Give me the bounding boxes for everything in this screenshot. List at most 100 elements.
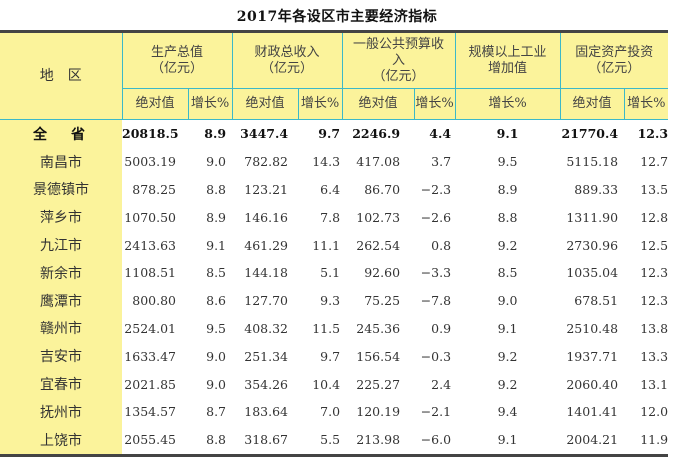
cell-fai-value: 2060.40 — [566, 376, 619, 392]
cell-industrial-growth: 9.1 — [497, 320, 518, 336]
subheader-gdp-value: 绝对值 — [121, 88, 189, 120]
cell-fiscal-growth: 11.5 — [312, 320, 341, 336]
cell-fiscal-value: 127.70 — [244, 293, 289, 309]
cell-gdp-value: 1070.50 — [124, 209, 176, 225]
header-budget-line1: 一般公共预算收 — [353, 36, 445, 52]
subheader-budget-growth: 增长% — [413, 88, 456, 120]
header-fiscal-line1: 财政总收入 — [254, 44, 320, 60]
subheader-fiscal-value: 绝对值 — [231, 88, 299, 120]
cell-fai-growth: 11.9 — [640, 432, 669, 448]
cell-fiscal-value: 183.64 — [244, 404, 289, 420]
table-row: 全省 20818.5 8.9 3447.4 9.7 2246.9 4.4 9.1… — [0, 119, 668, 148]
cell-gdp-value: 2021.85 — [124, 376, 176, 392]
cell-industrial-growth: 9.0 — [497, 293, 518, 309]
cell-gdp-value: 2413.63 — [124, 237, 176, 253]
header-region: 地 区 — [0, 33, 123, 120]
cell-fai-growth: 12.7 — [640, 154, 669, 170]
cell-gdp-growth: 9.5 — [206, 320, 227, 336]
table-row: 新余市 1108.51 8.5 144.18 5.1 92.60 −3.3 8.… — [0, 258, 668, 287]
cell-gdp-value: 1354.57 — [124, 404, 176, 420]
cell-fai-value: 1937.71 — [566, 348, 619, 364]
cell-gdp-value: 2524.01 — [124, 320, 176, 336]
cell-industrial-growth: 9.4 — [497, 404, 518, 420]
header-fai-line2: （亿元） — [588, 60, 641, 76]
table-row: 景德镇市 878.25 8.8 123.21 6.4 86.70 −2.3 8.… — [0, 175, 668, 204]
header-public-budget: 一般公共预算收 入 （亿元） — [341, 33, 456, 89]
cell-industrial-growth: 9.5 — [497, 154, 518, 170]
subheader-fiscal-growth: 增长% — [297, 88, 343, 120]
cell-industrial-growth: 9.2 — [497, 348, 518, 364]
cell-gdp-growth: 9.0 — [206, 376, 227, 392]
cell-region: 上饶市 — [0, 425, 122, 454]
subheader-fai-value: 绝对值 — [559, 88, 625, 120]
cell-gdp-growth: 8.8 — [206, 181, 227, 197]
cell-budget-value: 75.25 — [364, 293, 401, 309]
cell-budget-value: 262.54 — [356, 237, 401, 253]
cell-region: 抚州市 — [0, 397, 122, 426]
cell-industrial-growth: 9.1 — [496, 126, 519, 142]
subheader-budget-value: 绝对值 — [341, 88, 415, 120]
table-row: 南昌市 5003.19 9.0 782.82 14.3 417.08 3.7 9… — [0, 147, 669, 176]
cell-fai-growth: 13.3 — [640, 348, 669, 364]
table-title: 2017年各设区市主要经济指标 — [236, 9, 438, 25]
cell-gdp-growth: 9.0 — [206, 348, 227, 364]
cell-budget-growth: 2.4 — [431, 376, 452, 392]
cell-budget-value: 245.36 — [356, 320, 401, 336]
table-row: 上饶市 2055.45 8.8 318.67 5.5 213.98 −6.0 9… — [0, 425, 669, 454]
cell-fiscal-growth: 14.3 — [312, 154, 341, 170]
header-fai-line1: 固定资产投资 — [575, 44, 654, 60]
cell-gdp-growth: 8.9 — [204, 126, 227, 142]
cell-fai-value: 1035.04 — [566, 265, 619, 281]
cell-fai-value: 1401.41 — [566, 404, 619, 420]
cell-budget-growth: −2.6 — [420, 209, 452, 225]
table-row: 吉安市 1633.47 9.0 251.34 9.7 156.54 −0.3 9… — [0, 342, 669, 371]
cell-budget-growth: −2.1 — [420, 404, 452, 420]
cell-gdp-value: 2055.45 — [124, 432, 176, 448]
cell-budget-value: 92.60 — [364, 265, 401, 281]
header-budget-line3: （亿元） — [372, 68, 425, 84]
cell-fiscal-value: 146.16 — [244, 209, 289, 225]
cell-fiscal-value: 123.21 — [244, 181, 289, 197]
cell-gdp-growth: 9.0 — [206, 154, 227, 170]
cell-gdp-growth: 9.1 — [206, 237, 227, 253]
cell-industrial-growth: 8.9 — [497, 181, 518, 197]
header-fixed-asset-investment: 固定资产投资 （亿元） — [559, 33, 669, 89]
cell-fiscal-growth: 9.7 — [320, 348, 341, 364]
cell-gdp-growth: 8.7 — [206, 404, 227, 420]
top-rule — [0, 30, 668, 33]
cell-region: 鹰潭市 — [0, 286, 122, 315]
cell-region: 萍乡市 — [0, 203, 122, 232]
table-row: 宜春市 2021.85 9.0 354.26 10.4 225.27 2.4 9… — [0, 370, 668, 398]
cell-budget-value: 102.73 — [356, 209, 401, 225]
cell-gdp-value: 5003.19 — [124, 154, 176, 170]
cell-fai-value: 2004.21 — [566, 432, 619, 448]
cell-gdp-value: 800.80 — [132, 293, 176, 309]
cell-budget-growth: 4.4 — [429, 126, 452, 142]
cell-budget-growth: −6.0 — [420, 432, 452, 448]
table-row: 抚州市 1354.57 8.7 183.64 7.0 120.19 −2.1 9… — [0, 397, 669, 426]
cell-fai-value: 21770.4 — [561, 126, 619, 142]
cell-budget-growth: 3.7 — [431, 154, 452, 170]
cell-region: 宜春市 — [0, 370, 122, 398]
header-fiscal-line2: （亿元） — [261, 60, 314, 76]
economic-indicators-table: 地 区 生产总值 （亿元） 财政总收入 （亿元） 一般公共预算收 入 （亿元） … — [0, 30, 669, 457]
cell-gdp-growth: 8.5 — [206, 265, 227, 281]
cell-fai-growth: 12.8 — [640, 209, 669, 225]
cell-budget-value: 2246.9 — [352, 126, 401, 142]
cell-industrial-growth: 9.2 — [497, 376, 518, 392]
table-body: 全省 20818.5 8.9 3447.4 9.7 2246.9 4.4 9.1… — [0, 119, 669, 454]
cell-region: 九江市 — [0, 231, 122, 259]
cell-industrial-growth: 9.2 — [497, 237, 518, 253]
header-budget-line2: 入 — [392, 52, 406, 68]
header-gdp-line1: 生产总值 — [151, 44, 204, 60]
cell-fai-growth: 13.8 — [640, 320, 669, 336]
cell-budget-growth: −2.3 — [420, 181, 452, 197]
cell-fai-value: 5115.18 — [566, 154, 619, 170]
cell-fai-value: 889.33 — [574, 181, 619, 197]
subheader-fai-growth: 增长% — [623, 88, 669, 120]
bottom-rule — [0, 453, 668, 457]
cell-budget-value: 213.98 — [356, 432, 401, 448]
cell-fai-growth: 12.0 — [640, 404, 669, 420]
cell-fiscal-value: 144.18 — [244, 265, 289, 281]
cell-industrial-growth: 9.1 — [497, 432, 518, 448]
